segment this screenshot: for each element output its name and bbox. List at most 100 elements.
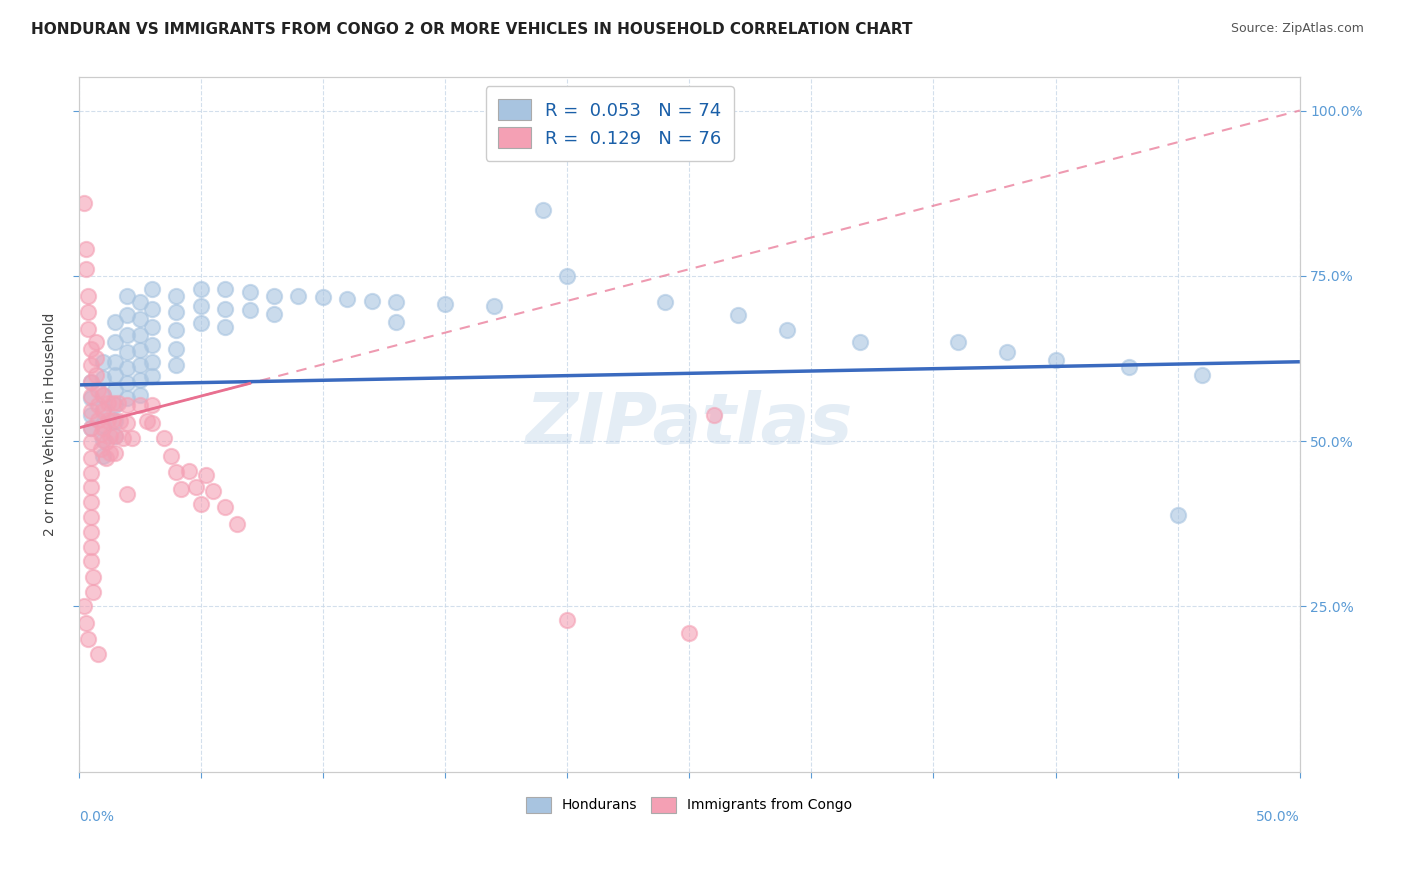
Point — [97, 413, 120, 427]
Point — [91, 417, 114, 432]
Text: 50.0%: 50.0% — [1256, 810, 1299, 824]
Point — [104, 368, 127, 382]
Point — [214, 500, 236, 515]
Point — [654, 295, 676, 310]
Point — [141, 282, 163, 296]
Point — [141, 355, 163, 369]
Point — [104, 446, 127, 460]
Text: ZIPatlas: ZIPatlas — [526, 390, 853, 459]
Point — [91, 421, 114, 435]
Point — [117, 416, 139, 430]
Point — [214, 282, 236, 296]
Point — [165, 465, 187, 479]
Point — [555, 268, 578, 283]
Y-axis label: 2 or more Vehicles in Household: 2 or more Vehicles in Household — [44, 313, 58, 536]
Point — [117, 391, 139, 405]
Point — [104, 334, 127, 349]
Point — [165, 323, 187, 337]
Point — [128, 295, 150, 310]
Point — [385, 295, 408, 310]
Point — [82, 585, 104, 599]
Point — [312, 290, 335, 304]
Point — [80, 554, 103, 568]
Point — [194, 468, 217, 483]
Point — [226, 516, 249, 531]
Point — [482, 299, 505, 313]
Point — [94, 450, 117, 465]
Point — [165, 288, 187, 302]
Point — [117, 361, 139, 376]
Point — [80, 408, 103, 422]
Point — [94, 435, 117, 450]
Point — [80, 375, 103, 389]
Point — [385, 315, 408, 329]
Point — [80, 375, 103, 389]
Point — [141, 416, 163, 430]
Point — [128, 388, 150, 402]
Point — [84, 334, 107, 349]
Point — [87, 398, 110, 412]
Point — [82, 569, 104, 583]
Point — [80, 495, 103, 509]
Point — [849, 334, 872, 349]
Point — [117, 328, 139, 343]
Point — [100, 446, 122, 460]
Point — [90, 427, 112, 442]
Point — [117, 376, 139, 390]
Point — [136, 414, 159, 428]
Point — [128, 343, 150, 357]
Point — [80, 450, 103, 465]
Point — [91, 404, 114, 418]
Point — [190, 299, 212, 313]
Point — [80, 389, 103, 403]
Point — [104, 383, 127, 397]
Point — [703, 408, 725, 422]
Point — [678, 625, 700, 640]
Point — [80, 421, 103, 435]
Point — [190, 317, 212, 331]
Point — [91, 355, 114, 369]
Point — [128, 328, 150, 343]
Point — [80, 466, 103, 480]
Point — [87, 383, 110, 397]
Point — [87, 413, 110, 427]
Text: 0.0%: 0.0% — [79, 810, 114, 824]
Point — [75, 262, 97, 277]
Point — [201, 483, 224, 498]
Point — [336, 292, 359, 306]
Point — [128, 398, 150, 412]
Point — [80, 480, 103, 494]
Point — [77, 305, 100, 319]
Point — [91, 388, 114, 402]
Point — [117, 487, 139, 501]
Point — [128, 311, 150, 326]
Point — [117, 398, 139, 412]
Point — [141, 301, 163, 316]
Point — [80, 421, 103, 435]
Point — [946, 334, 969, 349]
Point — [1045, 353, 1067, 368]
Point — [1167, 508, 1189, 523]
Point — [72, 196, 94, 211]
Point — [184, 480, 207, 494]
Point — [77, 632, 100, 647]
Point — [360, 293, 382, 308]
Point — [104, 355, 127, 369]
Point — [72, 599, 94, 614]
Point — [239, 303, 262, 318]
Point — [77, 321, 100, 335]
Point — [165, 305, 187, 319]
Point — [727, 309, 749, 323]
Point — [101, 413, 124, 427]
Point — [239, 285, 262, 300]
Point — [153, 431, 176, 445]
Legend: Hondurans, Immigrants from Congo: Hondurans, Immigrants from Congo — [515, 786, 863, 824]
Point — [107, 396, 129, 410]
Point — [117, 344, 139, 359]
Point — [190, 282, 212, 296]
Point — [84, 368, 107, 382]
Point — [121, 431, 143, 445]
Point — [104, 429, 127, 443]
Point — [128, 373, 150, 387]
Point — [141, 369, 163, 384]
